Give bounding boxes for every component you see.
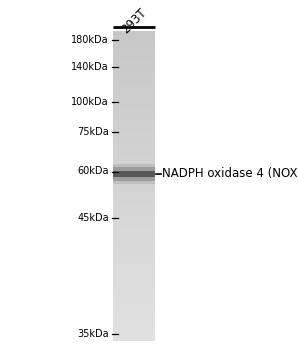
Text: 180kDa: 180kDa bbox=[71, 35, 109, 45]
Bar bbox=[113, 164, 155, 184]
Text: 100kDa: 100kDa bbox=[71, 97, 109, 107]
Text: 293T: 293T bbox=[119, 6, 149, 36]
Text: 140kDa: 140kDa bbox=[71, 62, 109, 72]
Text: 35kDa: 35kDa bbox=[77, 329, 109, 339]
Text: 75kDa: 75kDa bbox=[77, 127, 109, 137]
Text: 45kDa: 45kDa bbox=[77, 213, 109, 223]
Bar bbox=[113, 171, 155, 177]
Bar bbox=[113, 167, 155, 181]
Text: NADPH oxidase 4 (NOX4): NADPH oxidase 4 (NOX4) bbox=[162, 167, 298, 181]
Text: 60kDa: 60kDa bbox=[77, 167, 109, 176]
